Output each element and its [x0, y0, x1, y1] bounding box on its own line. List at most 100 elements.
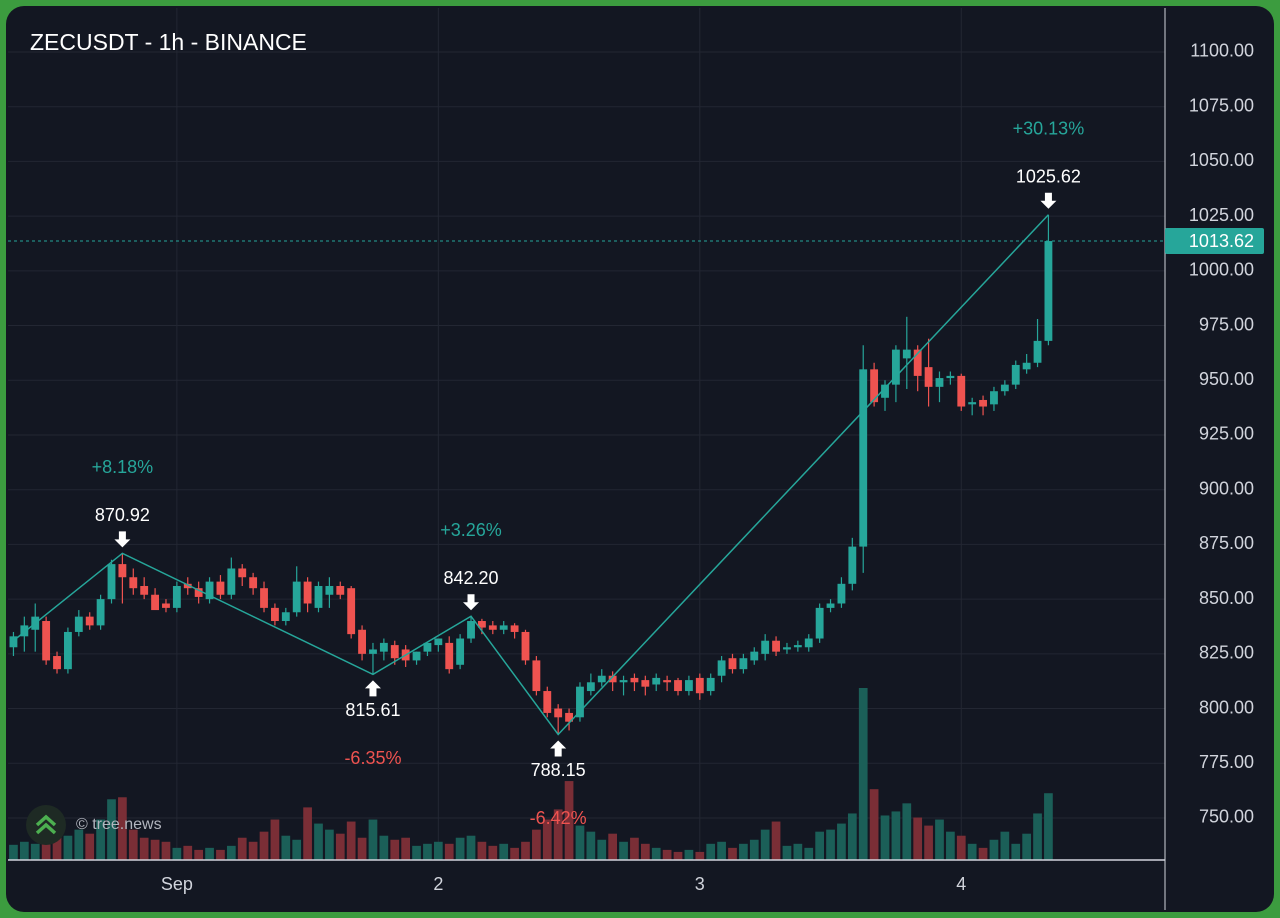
candle-body — [162, 603, 170, 608]
candle-body — [74, 616, 83, 632]
volume-bar — [379, 835, 389, 860]
candle-body — [532, 660, 541, 692]
volume-bar — [237, 837, 247, 860]
volume-bar — [390, 839, 400, 860]
candle-body — [913, 349, 922, 376]
volume-bar — [728, 847, 737, 860]
volume-bar — [662, 849, 672, 860]
candle-body — [129, 577, 138, 589]
y-tick-label: 875.00 — [1199, 533, 1254, 553]
volume-bar — [1022, 833, 1031, 860]
volume-bar — [706, 843, 716, 860]
pivot-price-label: 1025.62 — [1016, 167, 1081, 187]
volume-bar — [946, 831, 955, 860]
volume-bar — [444, 843, 454, 860]
candle-body — [379, 642, 388, 652]
volume-bar — [226, 845, 236, 860]
volume-bar — [793, 843, 803, 860]
volume-bar — [891, 811, 901, 860]
volume-bar — [216, 849, 225, 860]
candle-body — [140, 585, 149, 595]
candle-body — [652, 677, 661, 685]
last-price-label: 1013.62 — [1189, 231, 1254, 251]
volume-bar — [1033, 813, 1042, 860]
y-tick-label: 775.00 — [1199, 752, 1254, 772]
volume-bar — [477, 841, 487, 860]
y-tick-label: 900.00 — [1199, 478, 1254, 498]
candle-body — [586, 682, 595, 692]
y-tick-label: 850.00 — [1199, 588, 1254, 608]
candle-body — [358, 629, 366, 654]
volume-bar — [815, 831, 825, 860]
volume-bar — [401, 837, 411, 860]
volume-bar — [695, 851, 705, 860]
candle-body — [369, 649, 377, 654]
volume-bar — [858, 688, 868, 860]
volume-bar — [989, 839, 999, 860]
volume-bar — [575, 825, 585, 860]
volume-bar — [107, 799, 116, 860]
candle-body — [728, 658, 737, 670]
volume-bar — [259, 831, 269, 860]
volume-bar — [455, 837, 465, 860]
candle-body — [793, 645, 802, 648]
y-tick-label: 750.00 — [1199, 807, 1254, 827]
candle-body — [238, 568, 247, 578]
volume-bar — [292, 839, 302, 860]
candle-body — [1000, 384, 1009, 392]
volume-bar — [270, 819, 280, 860]
volume-bar — [760, 829, 770, 860]
candle-body — [990, 391, 998, 405]
candle-body — [292, 581, 301, 613]
candle-body — [815, 607, 824, 639]
candle-body — [870, 369, 879, 403]
candle-body — [979, 399, 987, 407]
volume-bar — [357, 837, 367, 860]
volume-bar — [183, 845, 193, 860]
volume-bar — [63, 835, 73, 860]
volume-bar — [553, 809, 563, 860]
watermark: © tree.news — [76, 816, 162, 833]
candle-body — [717, 660, 726, 676]
volume-bar — [118, 797, 127, 860]
volume-bar — [630, 837, 639, 860]
candle-body — [325, 585, 334, 595]
pivot-price-label: 815.61 — [345, 700, 400, 720]
volume-bar — [412, 845, 421, 860]
pivot-price-label: 788.15 — [531, 760, 586, 780]
pivot-change-label: -6.35% — [344, 748, 401, 768]
candle-body — [303, 581, 312, 604]
pivot-change-label: +8.18% — [92, 457, 154, 477]
volume-bar — [325, 829, 334, 860]
candle-body — [630, 677, 639, 683]
volume-bar — [52, 834, 62, 860]
arrow-up — [550, 740, 567, 757]
candle-body — [434, 638, 443, 646]
volume-bar — [640, 843, 650, 860]
volume-bar — [619, 841, 628, 860]
volume-bar — [19, 841, 29, 860]
volume-bar — [1044, 793, 1053, 860]
arrow-down — [463, 594, 480, 611]
volume-bar — [499, 843, 509, 860]
volume-bar — [782, 845, 792, 860]
volume-bar — [423, 843, 432, 860]
candle-body — [42, 621, 51, 661]
volume-bar — [717, 841, 726, 860]
candle-body — [891, 349, 900, 385]
candle-body — [902, 349, 911, 359]
candle-body — [935, 378, 944, 387]
volume-bar — [978, 847, 988, 860]
candle-body — [85, 616, 94, 626]
volume-bar — [139, 837, 149, 860]
candle-body — [706, 677, 715, 692]
candle-body — [739, 658, 748, 670]
candle-body — [194, 588, 203, 597]
volume-bar — [128, 829, 138, 860]
volume-bar — [74, 829, 84, 860]
pivot-price-label: 870.92 — [95, 505, 150, 525]
candle-body — [1011, 364, 1020, 385]
arrow-up — [364, 680, 381, 697]
y-tick-label: 975.00 — [1199, 314, 1254, 334]
